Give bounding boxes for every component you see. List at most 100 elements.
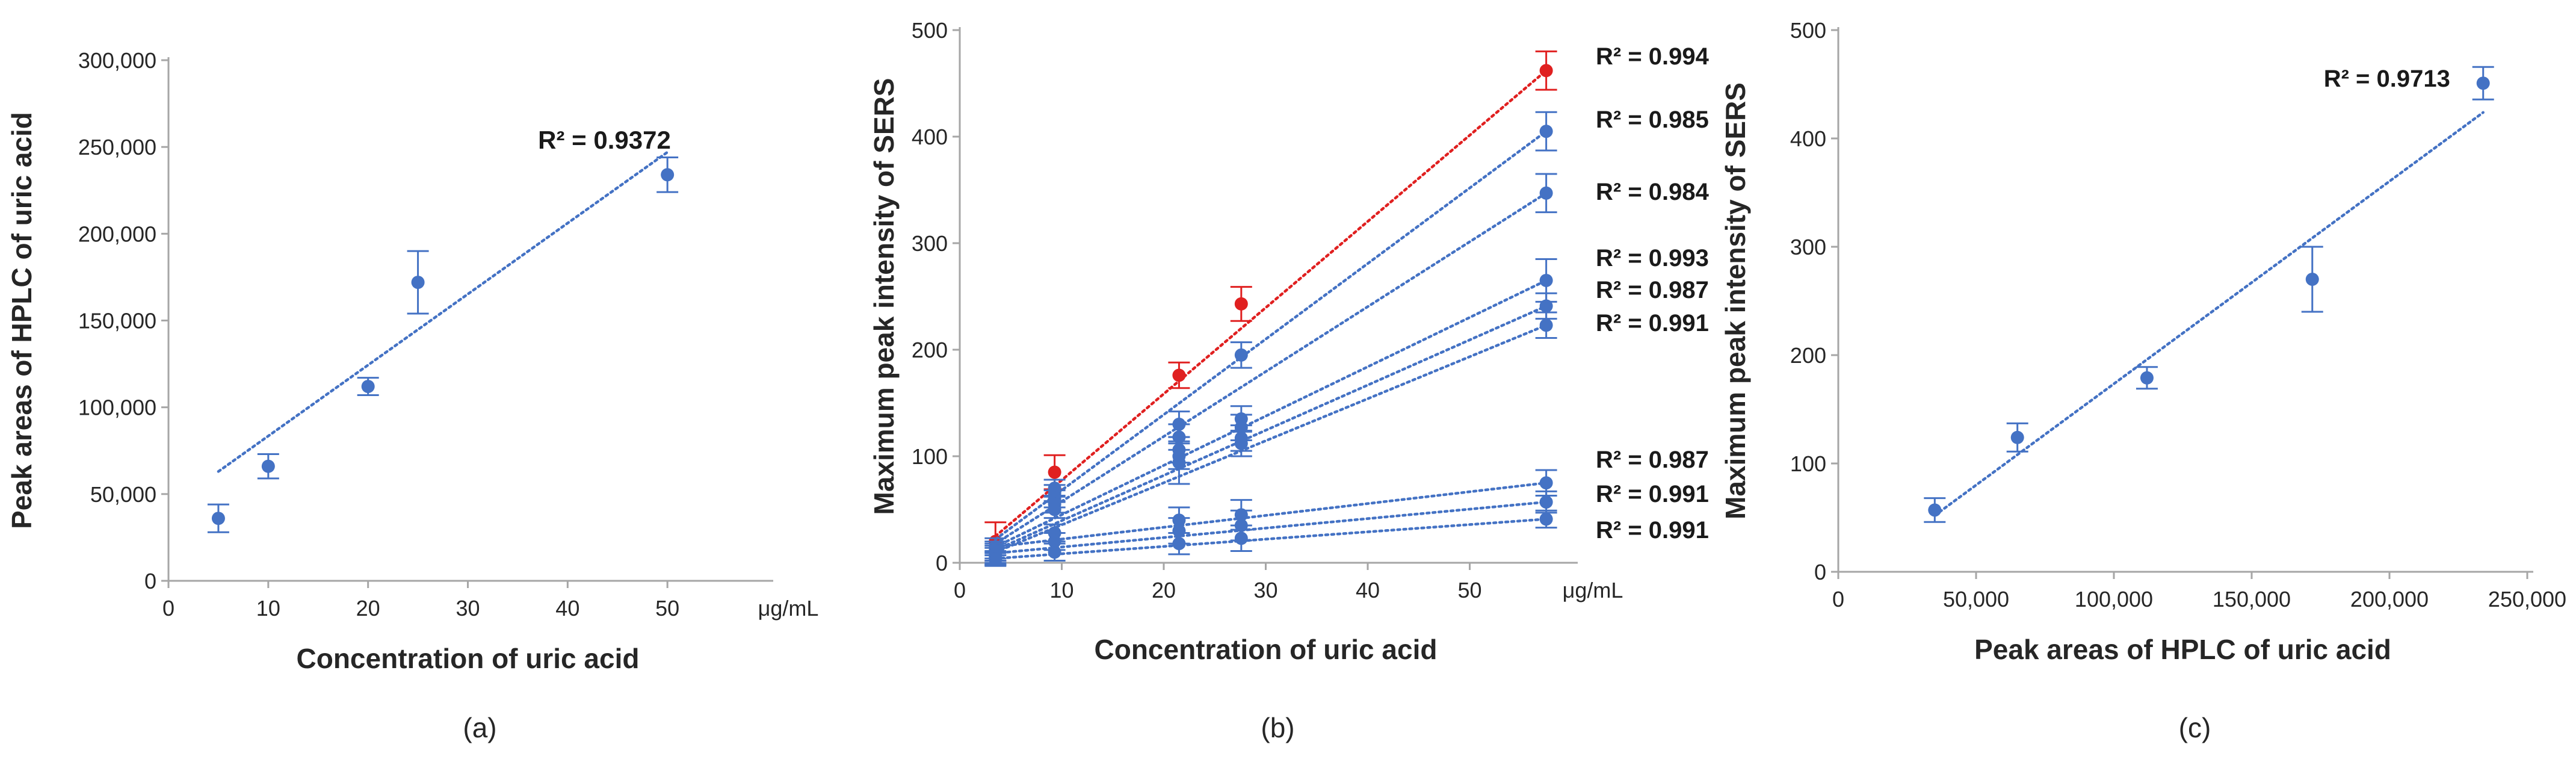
r-squared-label: R² = 0.985 [1596, 107, 1709, 133]
x-tick-label: 200,000 [2350, 587, 2429, 612]
x-tick-label: 0 [162, 596, 175, 621]
data-point [1234, 348, 1248, 362]
data-point [1172, 524, 1186, 537]
x-tick-label: 10 [256, 596, 280, 621]
trendline [994, 518, 1548, 560]
x-axis-title: Peak areas of HPLC of uric acid [1974, 634, 2391, 665]
y-axis-title: Peak areas of HPLC of uric acid [6, 112, 37, 529]
x-tick-label: 250,000 [2488, 587, 2566, 612]
data-point [1539, 64, 1553, 78]
figure-caption: (b) [1261, 712, 1294, 743]
data-point [1234, 297, 1248, 311]
y-tick-label: 500 [1790, 18, 1826, 43]
r-squared-label: R² = 0.993 [1596, 245, 1709, 271]
series-2: R² = 0.985 [984, 107, 1709, 557]
r-squared-label: R² = 0.984 [1596, 179, 1710, 205]
data-point [411, 276, 425, 290]
x-unit-label: μg/mL [758, 596, 819, 621]
y-tick-label: 0 [144, 569, 156, 593]
r-squared-label: R² = 0.987 [1596, 447, 1709, 473]
y-tick-label: 0 [1814, 560, 1826, 584]
x-tick-label: 100,000 [2075, 587, 2153, 612]
r-squared-label: R² = 0.9713 [2324, 66, 2450, 92]
data-point [1539, 512, 1553, 526]
chart-a: 0 50,000 100,000 150,000 200,000 250,000 300,0… [6, 48, 818, 743]
data-point [1234, 531, 1248, 545]
data-point [2010, 430, 2024, 444]
trendline [994, 279, 1548, 548]
data-point [261, 459, 275, 473]
y-axis-title: Maximum peak intensity of SERS [868, 78, 900, 515]
chart-b: 0 100 200 300 400 500 0 10 20 30 40 50 μg/mL Concentr… [868, 18, 1710, 743]
y-tick-label: 400 [1790, 126, 1826, 151]
x-tick-label: 20 [356, 596, 380, 621]
series-1: R² = 0.9713 [1924, 66, 2494, 523]
x-axis-title: Concentration of uric acid [1095, 634, 1438, 665]
trendline [994, 191, 1548, 545]
data-point [211, 512, 225, 525]
x-tick-label: 10 [1049, 578, 1073, 602]
r-squared-label: R² = 0.991 [1596, 481, 1709, 507]
y-tick-label: 100,000 [78, 395, 156, 420]
data-point [661, 168, 675, 182]
r-squared-label: R² = 0.994 [1596, 43, 1710, 70]
series-4: R² = 0.993 [984, 245, 1709, 562]
data-point [361, 380, 375, 394]
trendline [994, 305, 1548, 552]
data-point [2140, 371, 2154, 385]
r-squared-label: R² = 0.991 [1596, 310, 1709, 336]
trendline [994, 324, 1548, 554]
data-point [2305, 273, 2319, 286]
data-point [1539, 125, 1553, 138]
y-tick-label: 150,000 [78, 309, 156, 333]
data-point [1172, 456, 1186, 469]
data-point [1539, 318, 1553, 332]
y-tick-label: 0 [936, 551, 948, 575]
x-tick-label: 50 [655, 596, 679, 621]
figure-caption: (c) [2179, 712, 2211, 743]
y-tick-label: 200,000 [78, 221, 156, 246]
data-point [1048, 545, 1061, 559]
figure-caption: (a) [463, 712, 496, 743]
r-squared-label: R² = 0.9372 [538, 126, 671, 154]
x-tick-label: 0 [954, 578, 966, 602]
data-point [1539, 476, 1553, 490]
data-point [1172, 537, 1186, 551]
data-point [1539, 299, 1553, 313]
data-point [2476, 76, 2490, 90]
series-6: R² = 0.991 [984, 310, 1709, 566]
y-tick-label: 200 [1790, 343, 1826, 368]
r-squared-label: R² = 0.987 [1596, 277, 1709, 303]
y-tick-label: 200 [912, 338, 948, 362]
x-axis-title: Concentration of uric acid [297, 643, 640, 674]
x-tick-label: 30 [1253, 578, 1277, 602]
data-point [1539, 495, 1553, 509]
data-point [1539, 186, 1553, 200]
y-tick-label: 100 [1790, 451, 1826, 476]
y-tick-label: 300,000 [78, 48, 156, 73]
y-tick-label: 500 [912, 18, 948, 43]
r-squared-label: R² = 0.991 [1596, 517, 1709, 544]
y-tick-label: 400 [912, 125, 948, 149]
y-tick-label: 300 [1790, 235, 1826, 259]
x-tick-label: 50 [1457, 578, 1481, 602]
data-point [989, 553, 1002, 566]
trendline [217, 150, 669, 473]
data-point [1234, 436, 1248, 450]
series-9: R² = 0.991 [984, 509, 1709, 567]
x-tick-label: 0 [1832, 587, 1844, 612]
y-tick-label: 100 [912, 444, 948, 469]
trendline [994, 69, 1548, 537]
chart-c: 0 100 200 300 400 500 0 50,000 100,000 150,000 200… [1720, 18, 2566, 743]
y-tick-label: 50,000 [90, 482, 156, 507]
data-point [1048, 503, 1061, 516]
trendline [994, 129, 1548, 541]
x-unit-label: μg/mL [1563, 578, 1623, 602]
trendline [994, 500, 1548, 555]
x-tick-label: 40 [1356, 578, 1380, 602]
y-tick-label: 300 [912, 231, 948, 256]
x-tick-label: 20 [1152, 578, 1176, 602]
x-tick-label: 40 [555, 596, 579, 621]
x-tick-label: 150,000 [2213, 587, 2291, 612]
